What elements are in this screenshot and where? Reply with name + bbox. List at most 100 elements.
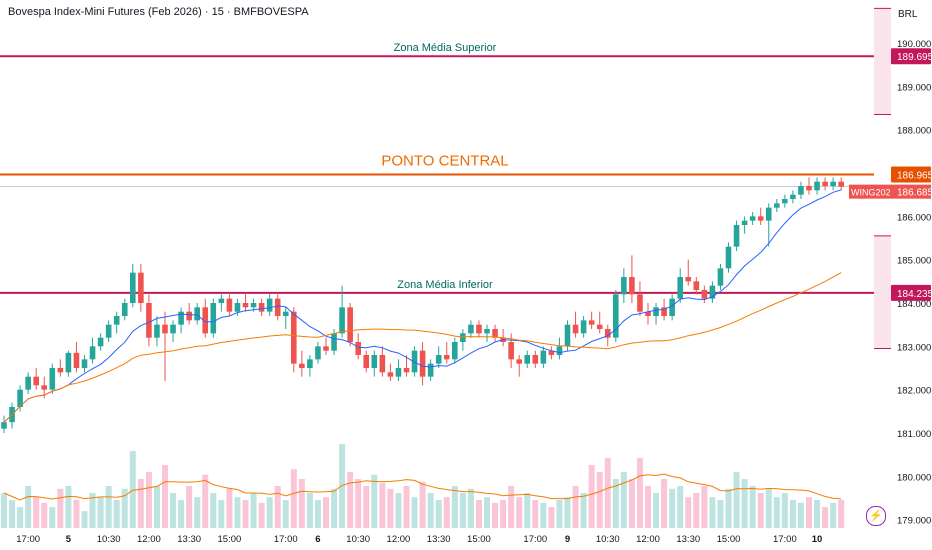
candle-body — [355, 342, 361, 355]
volume-bar — [500, 500, 507, 528]
volume-bar — [620, 472, 627, 528]
volume-bar — [773, 497, 780, 528]
candle-body — [435, 355, 442, 364]
volume-ma-line — [3, 473, 842, 501]
volume-bar — [725, 488, 732, 528]
x-tick-label: 5 — [66, 534, 72, 545]
candle-body — [339, 307, 345, 334]
candle-body — [81, 359, 88, 368]
volume-bar — [636, 458, 643, 528]
ponto-central-label: PONTO CENTRAL — [381, 153, 508, 170]
volume-bar — [218, 500, 225, 528]
candle-body — [645, 311, 651, 316]
candle-body — [790, 194, 796, 199]
volume-bar — [524, 493, 531, 528]
candle-body — [202, 307, 209, 334]
volume-bar — [258, 502, 265, 528]
volume-bar — [226, 488, 233, 528]
volume-bar — [331, 488, 338, 528]
volume-bar — [661, 479, 668, 528]
volume-bar — [105, 486, 112, 528]
volume-bar — [564, 497, 571, 528]
volume-bar — [492, 502, 499, 528]
volume-bar — [129, 451, 136, 528]
volume-bar — [411, 497, 418, 528]
volume-bar — [419, 481, 426, 528]
x-tick-label: 17:00 — [523, 534, 547, 545]
currency-label[interactable]: BRL — [898, 9, 918, 20]
volume-bar — [733, 472, 740, 528]
volume-bar — [508, 486, 515, 528]
volume-bar — [475, 500, 482, 528]
candle-body — [556, 346, 563, 355]
y-tick-label: 189.000 — [897, 82, 931, 93]
candle-body — [765, 207, 772, 221]
candle-body — [548, 350, 555, 355]
volume-bar — [290, 469, 297, 528]
x-tick-label: 6 — [315, 534, 320, 545]
candle-body — [677, 277, 683, 299]
candle-body — [73, 352, 80, 368]
candle-body — [130, 272, 136, 303]
candle-body — [170, 324, 176, 334]
x-tick-label: 13:30 — [676, 534, 700, 545]
candle-body — [733, 225, 740, 247]
volume-bar — [379, 483, 386, 528]
candle-body — [596, 324, 603, 329]
volume-bar — [797, 502, 804, 528]
x-tick-label: 15:00 — [218, 534, 242, 545]
symbol-title: Bovespa Index-Mini Futures (Feb 2026) · … — [8, 6, 309, 18]
candle-body — [709, 285, 716, 299]
price-tag-superior-bg — [891, 48, 931, 65]
x-tick-label: 9 — [565, 534, 570, 545]
y-tick-label: 183.000 — [897, 342, 931, 353]
candle-body — [210, 303, 217, 334]
candle-body — [97, 337, 104, 347]
candle-body — [532, 355, 539, 364]
candle-body — [89, 346, 96, 360]
volume-bar — [612, 479, 619, 528]
x-tick-label: 10 — [812, 534, 823, 545]
volume-bar — [395, 493, 402, 528]
candle-body — [524, 355, 531, 364]
candle-body — [516, 359, 522, 364]
candle-body — [798, 186, 804, 195]
volume-bar — [347, 472, 354, 528]
y-tick-label: 188.000 — [897, 126, 931, 137]
volume-bar — [701, 486, 708, 528]
volume-bar — [749, 486, 756, 528]
volume-bar — [137, 479, 144, 528]
volume-bar — [73, 500, 80, 528]
y-tick-label: 180.000 — [897, 472, 931, 483]
candle-body — [822, 181, 828, 186]
ma-long-line — [3, 272, 842, 423]
candle-body — [427, 363, 434, 377]
candle-body — [774, 203, 780, 208]
y-tick-label: 184.000 — [897, 299, 931, 310]
candle-body — [250, 303, 257, 308]
volume-bar — [572, 486, 579, 528]
candle-body — [146, 303, 152, 338]
candle-body — [580, 320, 587, 334]
candle-body — [814, 181, 820, 191]
x-tick-label: 13:30 — [177, 534, 201, 545]
candle-body — [830, 181, 836, 186]
volume-bar — [814, 500, 821, 528]
candle-body — [604, 329, 611, 338]
candle-body — [307, 359, 313, 368]
symbol-tag-bg — [849, 184, 891, 199]
candle-body — [138, 272, 144, 303]
volume-bar — [806, 497, 812, 528]
candle-body — [41, 385, 48, 390]
volume-bar — [250, 493, 257, 528]
volume-bar — [41, 502, 48, 528]
volume-bar — [653, 493, 660, 528]
y-tick-label: 181.000 — [897, 429, 931, 440]
candle-body — [782, 199, 788, 204]
lightning-icon[interactable]: ⚡ — [866, 506, 886, 526]
x-tick-label: 15:00 — [467, 534, 491, 545]
x-tick-label: 12:00 — [636, 534, 660, 545]
volume-bar — [145, 472, 152, 528]
last-price-tag-bg — [891, 184, 931, 199]
